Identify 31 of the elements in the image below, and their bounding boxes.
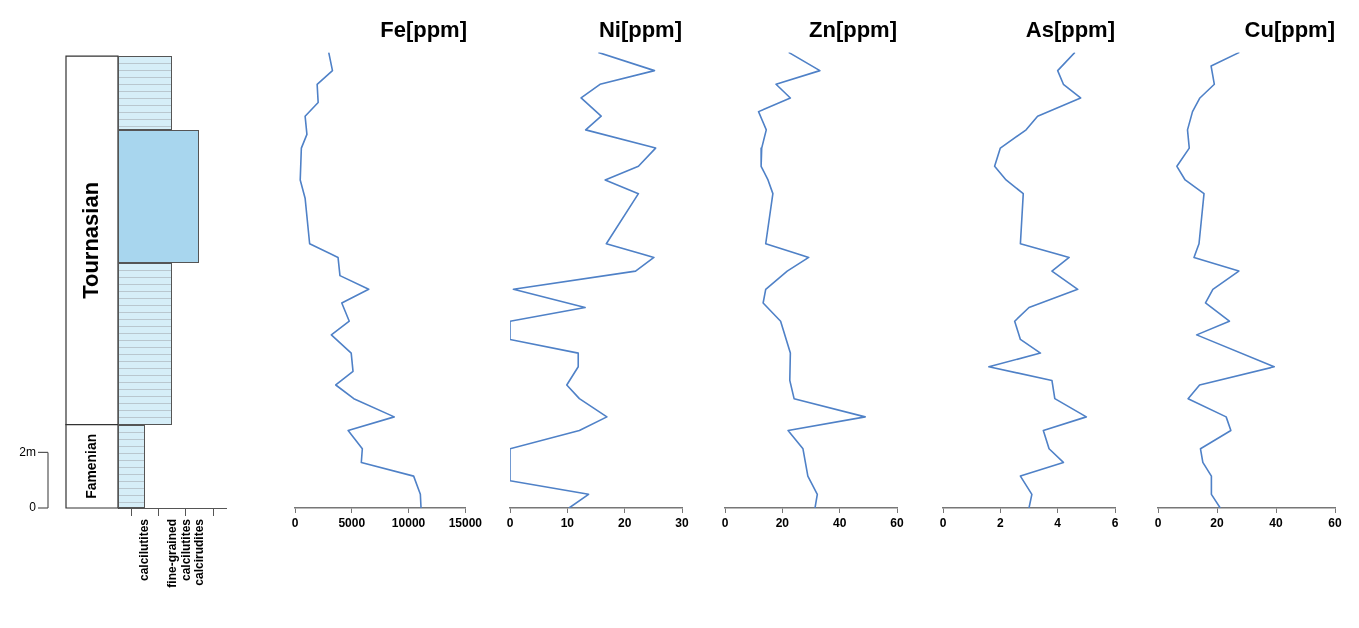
x-tick-label: 10000: [391, 515, 426, 530]
x-tick-label: 40: [832, 515, 847, 530]
category-label: calcirudites: [191, 518, 206, 586]
x-tick-label: 0: [939, 515, 947, 530]
x-tick-label: 0: [291, 515, 299, 530]
category-label: calcilutites: [137, 518, 152, 582]
x-tick-label: 20: [775, 515, 790, 530]
text: 0: [29, 500, 37, 515]
x-tick-label: 0: [506, 515, 514, 530]
x-tick-label: 2: [996, 515, 1004, 530]
text: 2m: [19, 444, 36, 459]
x-tick-label: 20: [1210, 515, 1224, 530]
text: Tournasian: [78, 181, 104, 299]
text: Famenian: [82, 433, 99, 499]
x-tick-label: 0: [721, 515, 729, 530]
x-tick-label: 4: [1054, 515, 1062, 530]
x-tick-label: 5000: [338, 515, 366, 530]
x-tick-label: 20: [617, 515, 632, 530]
chart-title: Fe[ppm]: [380, 17, 467, 43]
chart-title: Cu[ppm]: [1244, 17, 1335, 43]
chart-title: Ni[ppm]: [598, 17, 682, 43]
chart-title: As[ppm]: [1025, 17, 1115, 43]
x-tick-label: 0: [1154, 515, 1162, 530]
x-tick-label: 60: [1328, 515, 1342, 530]
x-tick-label: 40: [1269, 515, 1283, 530]
x-tick-label: 60: [890, 515, 904, 530]
x-tick-label: 30: [675, 515, 689, 530]
x-tick-label: 6: [1111, 515, 1119, 530]
x-tick-label: 10: [560, 515, 575, 530]
chart-title: Zn[ppm]: [809, 17, 897, 43]
x-tick-label: 15000: [448, 515, 483, 530]
